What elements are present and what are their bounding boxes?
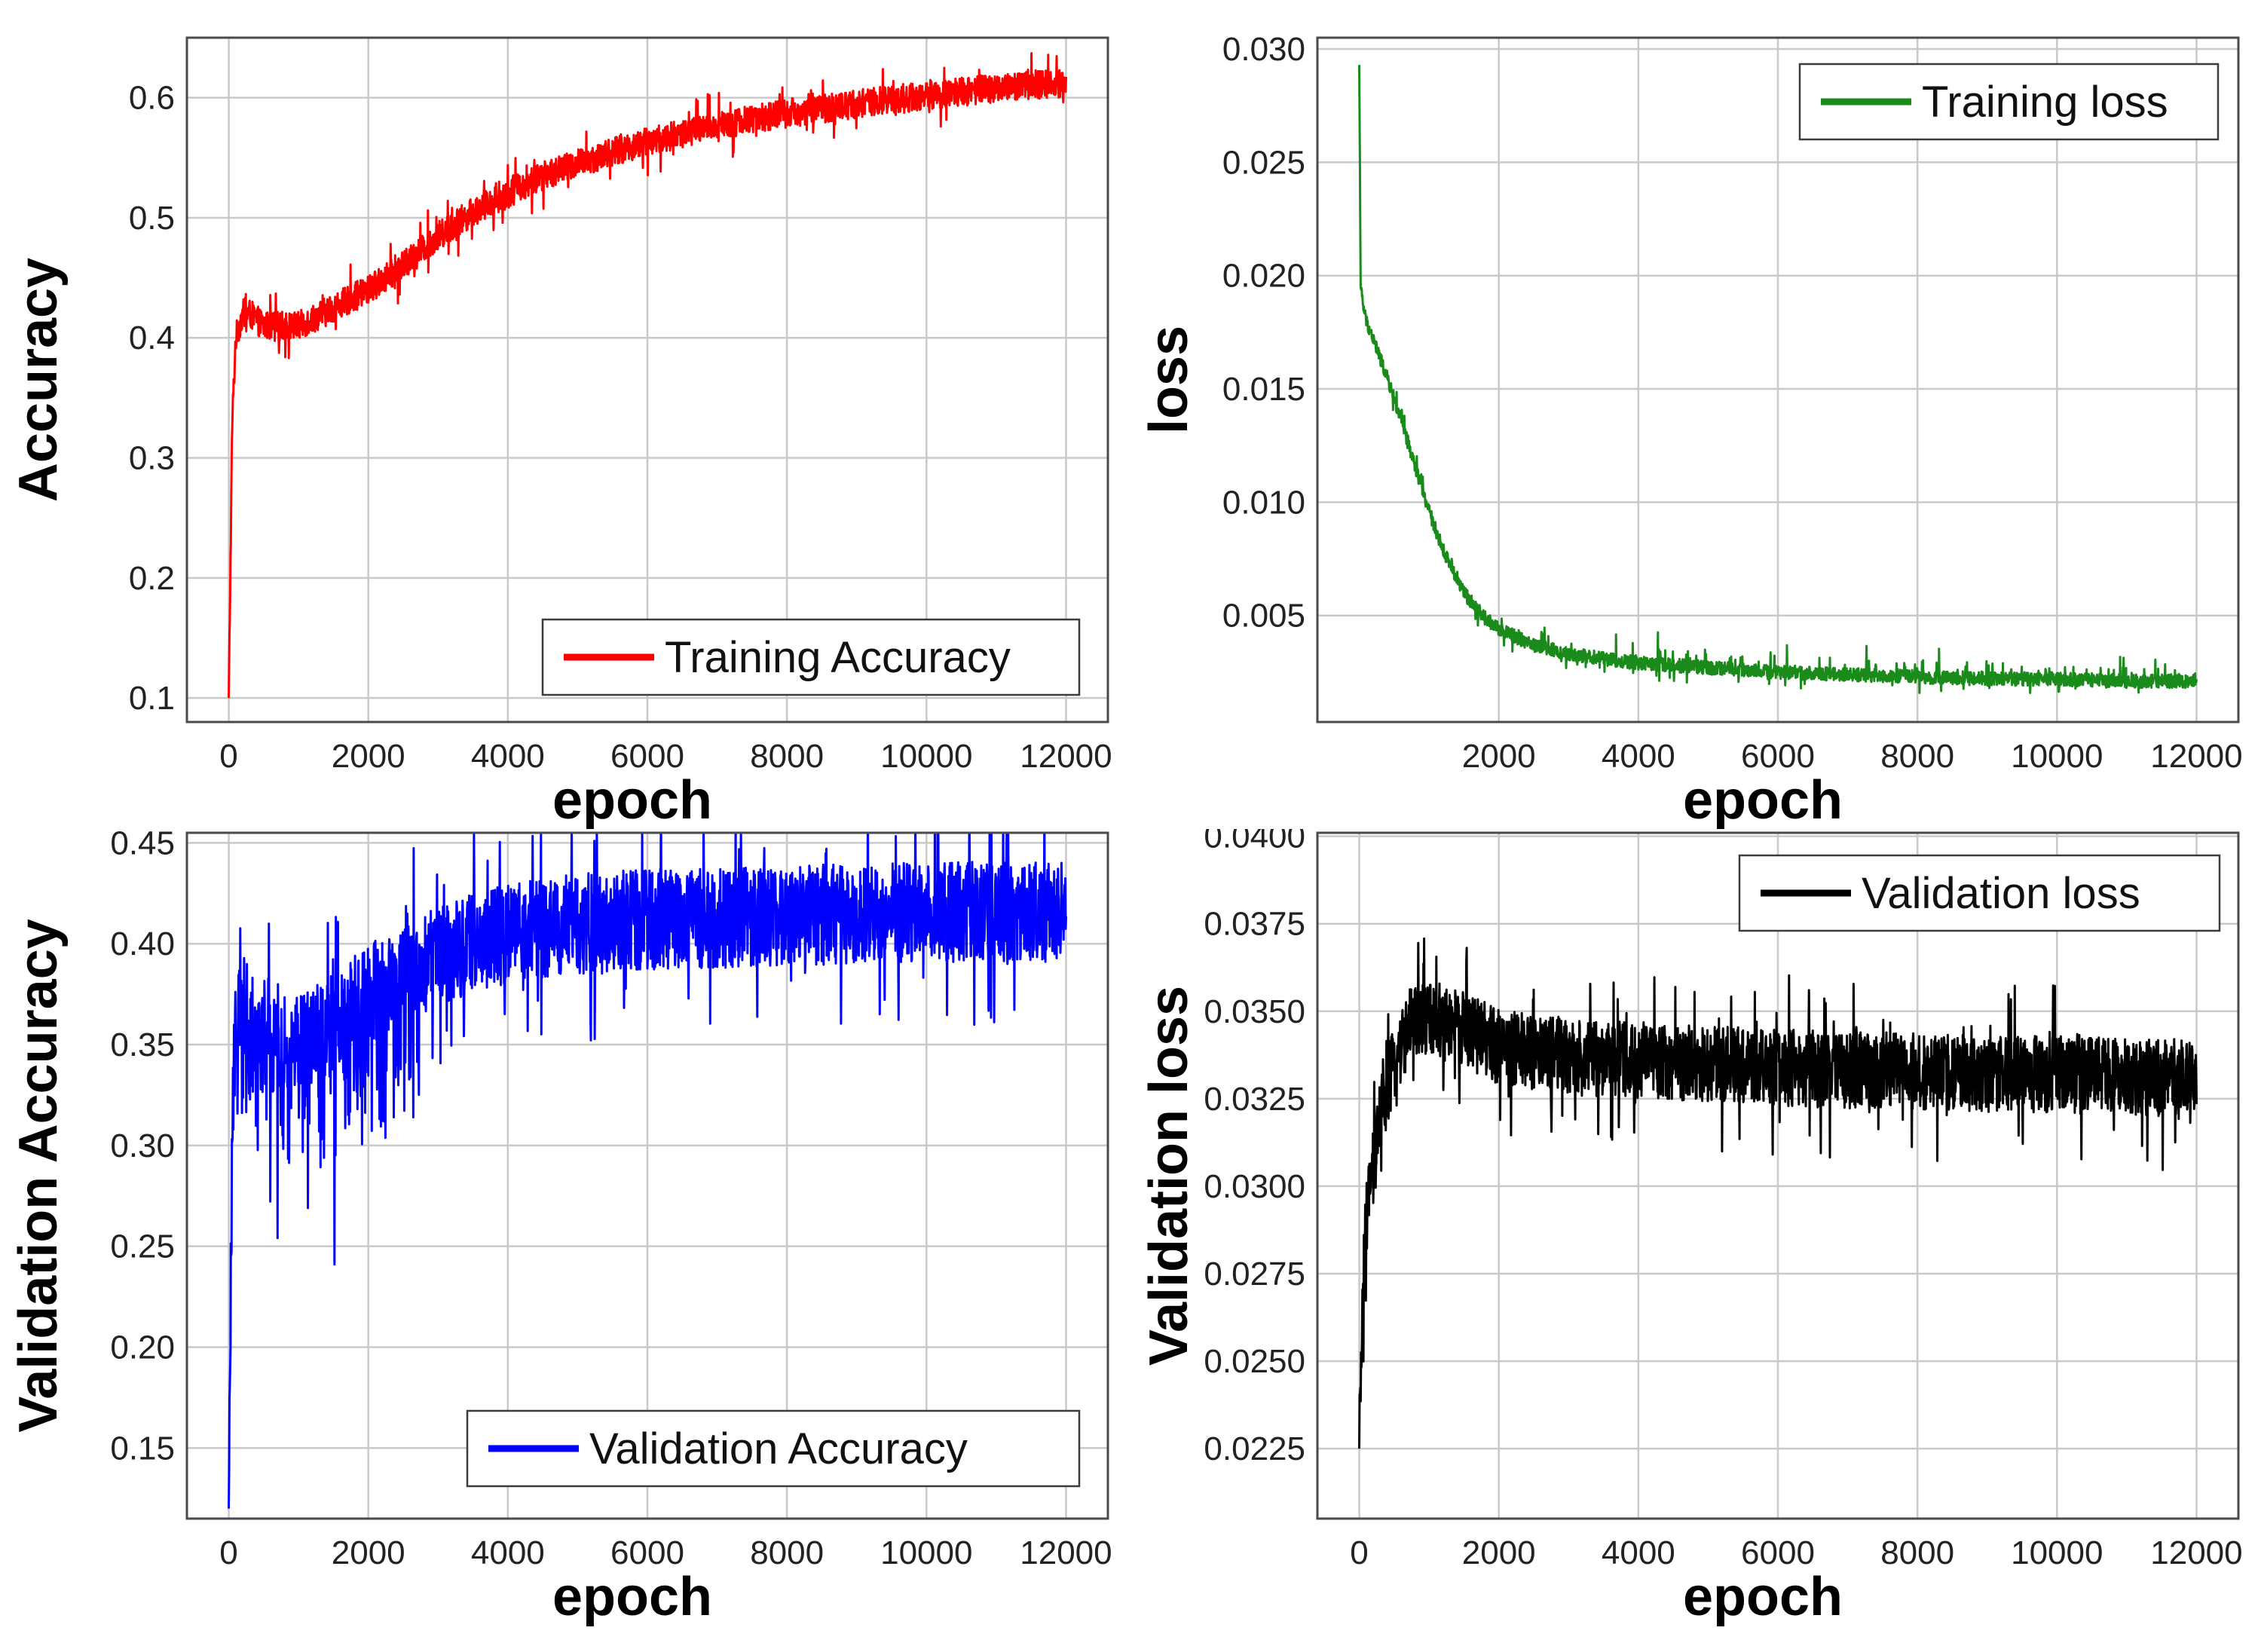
x-tick-label: 12000	[1020, 738, 1112, 775]
y-tick-label: 0.0275	[1204, 1256, 1305, 1293]
validation-loss-plot: 0 2000 4000 6000 8000 10000 12000 0.0225 0.0250 0…	[1139, 829, 2243, 1627]
legend-box	[1798, 63, 2220, 141]
y-tick-label: 0.4	[129, 320, 175, 356]
x-tick-label: 10000	[2011, 1534, 2103, 1571]
y-axis-title: Accuracy	[8, 258, 69, 502]
y-tick-label: 0.45	[110, 829, 175, 861]
x-tick-label: 0	[219, 738, 237, 775]
y-tick-label: 0.020	[1222, 258, 1305, 295]
series-line-training-accuracy	[228, 52, 1067, 699]
y-tick-label: 0.2	[129, 560, 175, 597]
training-accuracy-chart: 0 2000 4000 6000 8000 10000 12000 0.1 0.2 0.3 0.4 0…	[0, 0, 1130, 829]
training-accuracy-plot: 0 2000 4000 6000 8000 10000 12000 0.1 0.2 0.3 0.4 0…	[8, 36, 1112, 829]
legend-label: Validation Accuracy	[589, 1424, 968, 1473]
y-tick-label: 0.030	[1222, 31, 1305, 68]
validation-loss-chart: 0 2000 4000 6000 8000 10000 12000 0.0225 0.0250 0…	[1130, 829, 2261, 1652]
y-tick-label: 0.0325	[1204, 1081, 1305, 1118]
plot-frame	[185, 36, 1109, 724]
y-tick-label: 0.005	[1222, 598, 1305, 635]
x-axis-title: epoch	[552, 1567, 712, 1627]
validation-accuracy-plot: 0 2000 4000 6000 8000 10000 12000 0.15 0.20 0.25 0…	[8, 829, 1112, 1627]
validation-accuracy-chart: 0 2000 4000 6000 8000 10000 12000 0.15 0.20 0.25 0…	[0, 829, 1130, 1652]
y-tick-label: 0.1	[129, 680, 175, 717]
legend: Validation loss	[1738, 854, 2221, 932]
x-tick-label: 4000	[471, 1534, 545, 1571]
y-axis-title: Validation loss	[1139, 986, 1199, 1366]
x-tick-label: 6000	[1741, 738, 1815, 775]
y-tick-label: 0.20	[110, 1329, 175, 1366]
x-tick-label: 2000	[332, 738, 405, 775]
x-tick-label: 10000	[880, 738, 972, 775]
x-axis-title: epoch	[552, 770, 712, 829]
x-tick-label: 12000	[2150, 738, 2242, 775]
y-tick-label: 0.010	[1222, 484, 1305, 521]
training-loss-chart: 2000 4000 6000 8000 10000 12000 0.005 0.010 0.01…	[1130, 0, 2261, 829]
x-tick-label: 0	[219, 1534, 237, 1571]
x-tick-label: 6000	[1741, 1534, 1815, 1571]
x-tick-label: 12000	[1020, 1534, 1112, 1571]
x-tick-label: 0	[1350, 1534, 1368, 1571]
x-tick-label: 8000	[750, 1534, 824, 1571]
x-tick-label: 8000	[1880, 738, 1954, 775]
legend-label: Training Accuracy	[665, 633, 1011, 682]
x-tick-label: 4000	[1602, 1534, 1675, 1571]
x-tick-label: 2000	[332, 1534, 405, 1571]
x-axis-title: epoch	[1683, 1567, 1843, 1627]
legend-label: Training loss	[1922, 78, 2168, 127]
plot-frame	[1316, 831, 2240, 1520]
series-line-validation-accuracy	[228, 833, 1067, 1509]
legend: Validation Accuracy	[466, 1409, 1081, 1488]
y-tick-label: 0.0350	[1204, 993, 1305, 1030]
y-tick-label: 0.25	[110, 1228, 175, 1265]
legend: Training loss	[1798, 63, 2220, 141]
y-tick-label: 0.35	[110, 1026, 175, 1063]
x-tick-label: 6000	[610, 738, 684, 775]
y-tick-label: 0.6	[129, 80, 175, 117]
x-tick-label: 8000	[1880, 1534, 1954, 1571]
plot-frame	[185, 831, 1109, 1520]
x-tick-label: 10000	[2011, 738, 2103, 775]
series-line-validation-loss	[1358, 937, 2198, 1449]
x-tick-label: 4000	[471, 738, 545, 775]
training-loss-plot: 2000 4000 6000 8000 10000 12000 0.005 0.010 0.01…	[1139, 31, 2243, 829]
y-axis-title: Validation Accuracy	[8, 919, 69, 1433]
y-tick-label: 0.0225	[1204, 1430, 1305, 1467]
y-tick-label: 0.0250	[1204, 1343, 1305, 1380]
y-tick-label: 0.015	[1222, 371, 1305, 408]
x-axis-title: epoch	[1683, 770, 1843, 829]
legend: Training Accuracy	[541, 618, 1081, 696]
y-tick-label: 0.025	[1222, 144, 1305, 181]
y-tick-label: 0.5	[129, 200, 175, 237]
y-tick-label: 0.40	[110, 925, 175, 962]
x-tick-label: 6000	[610, 1534, 684, 1571]
y-tick-label: 0.15	[110, 1430, 175, 1467]
y-tick-label: 0.0400	[1204, 829, 1305, 855]
y-tick-label: 0.30	[110, 1127, 175, 1164]
legend-label: Validation loss	[1862, 869, 2140, 918]
y-tick-label: 0.0375	[1204, 906, 1305, 943]
x-tick-label: 4000	[1602, 738, 1675, 775]
plot-frame	[1316, 36, 2240, 724]
y-tick-label: 0.0300	[1204, 1168, 1305, 1205]
x-tick-label: 12000	[2150, 1534, 2242, 1571]
y-tick-label: 0.3	[129, 440, 175, 477]
x-tick-label: 8000	[750, 738, 824, 775]
series-line-training-loss	[1358, 65, 2198, 694]
x-tick-label: 2000	[1462, 738, 1536, 775]
x-tick-label: 2000	[1462, 1534, 1536, 1571]
y-axis-title: loss	[1139, 326, 1199, 434]
x-tick-label: 10000	[880, 1534, 972, 1571]
